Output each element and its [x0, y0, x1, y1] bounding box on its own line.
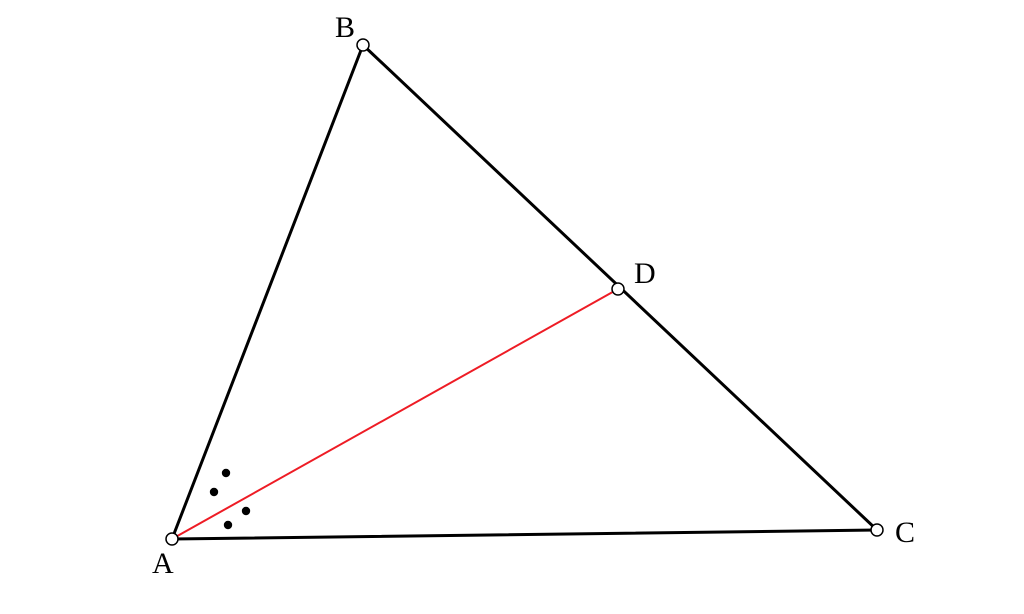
- vertex-B: [357, 39, 369, 51]
- angle-mark-dot: [224, 521, 232, 529]
- label-D: D: [634, 257, 656, 290]
- angle-mark-dot: [210, 488, 218, 496]
- angle-mark-dot: [242, 507, 250, 515]
- label-A: A: [152, 547, 174, 580]
- vertex-C: [871, 524, 883, 536]
- edge-AD: [172, 289, 618, 539]
- angle-mark-dot: [222, 469, 230, 477]
- label-C: C: [895, 516, 915, 549]
- vertex-A: [166, 533, 178, 545]
- vertex-D: [612, 283, 624, 295]
- label-B: B: [335, 11, 355, 44]
- triangle-diagram: A B C D: [0, 0, 1024, 614]
- edge-CA: [172, 530, 877, 539]
- edge-AB: [172, 45, 363, 539]
